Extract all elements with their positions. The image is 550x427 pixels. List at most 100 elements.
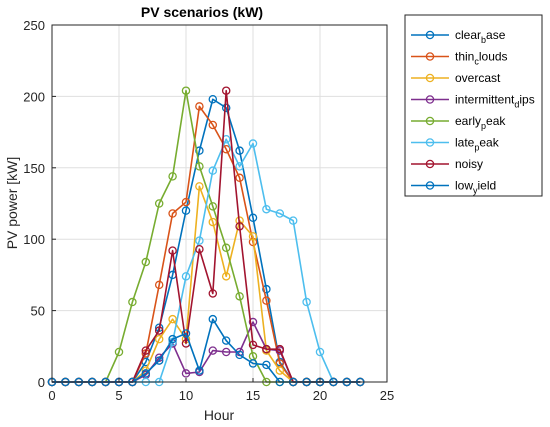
data-point — [168, 209, 177, 218]
y-tick-label: 250 — [23, 18, 45, 33]
data-point — [221, 86, 231, 95]
legend-item: thinclouds — [411, 50, 508, 67]
data-point — [154, 199, 164, 208]
x-tick-label: 15 — [246, 388, 260, 403]
data-point — [262, 204, 271, 214]
legend-item: lowyield — [411, 179, 496, 196]
y-tick-label: 0 — [38, 375, 45, 390]
data-point — [248, 213, 258, 223]
legend-item: overcast — [411, 71, 501, 85]
legend-label: earlypeak — [455, 114, 506, 131]
data-point — [181, 206, 191, 215]
data-point — [128, 297, 137, 307]
data-point — [221, 272, 231, 281]
data-point — [154, 356, 164, 365]
data-point — [141, 257, 151, 267]
plot-frame — [51, 24, 388, 383]
x-tick-label: 25 — [380, 388, 394, 403]
data-point — [154, 326, 164, 335]
legend-item: intermittentdips — [411, 93, 535, 110]
legend-marker — [425, 116, 435, 126]
data-point — [195, 366, 204, 375]
legend-item: noisy — [411, 157, 483, 171]
y-tick-label: 50 — [31, 304, 45, 319]
data-point — [221, 103, 231, 113]
data-point — [208, 217, 218, 227]
data-point — [168, 246, 177, 255]
data-point — [168, 314, 177, 324]
x-tick-label: 10 — [179, 388, 193, 403]
y-axis-label: PV power [kW] — [4, 157, 20, 250]
data-point — [262, 344, 271, 354]
data-point — [141, 369, 151, 378]
legend-label: intermittentdips — [455, 93, 535, 110]
data-point — [181, 329, 191, 338]
data-point — [235, 146, 244, 155]
data-point — [248, 139, 258, 148]
x-tick-label: 5 — [115, 388, 122, 403]
y-tick-label: 200 — [23, 89, 45, 104]
legend-item: earlypeak — [411, 114, 506, 131]
data-point — [181, 86, 191, 95]
data-point — [235, 173, 244, 183]
data-point — [208, 346, 218, 355]
data-point — [195, 162, 204, 171]
data-point — [208, 120, 218, 130]
data-point — [221, 243, 231, 253]
legend-label: clearbase — [455, 28, 506, 45]
chart-title: PV scenarios (kW) — [141, 4, 263, 20]
y-tick-label: 150 — [23, 161, 45, 176]
data-point — [154, 280, 164, 290]
legend-item: clearbase — [411, 28, 506, 45]
data-point — [208, 314, 218, 324]
data-point — [248, 340, 258, 350]
data-point — [208, 202, 218, 211]
data-point — [221, 347, 231, 357]
data-point — [195, 146, 204, 155]
data-point — [262, 284, 271, 294]
data-point — [195, 236, 204, 245]
data-point — [315, 347, 325, 357]
data-point — [275, 366, 285, 375]
legend-marker — [425, 30, 435, 40]
legend-label: noisy — [455, 157, 483, 171]
data-point — [235, 162, 244, 171]
data-point — [221, 336, 231, 345]
data-point — [208, 289, 218, 298]
data-point — [181, 197, 191, 207]
data-point — [235, 222, 244, 231]
data-point — [168, 172, 177, 181]
data-point — [288, 216, 298, 225]
legend-marker — [425, 181, 435, 190]
x-tick-label: 20 — [313, 388, 327, 403]
y-tick-label: 100 — [23, 232, 45, 247]
data-point — [262, 296, 271, 305]
legend-label: thinclouds — [455, 50, 508, 67]
data-point — [195, 102, 204, 111]
data-point — [275, 344, 285, 354]
legend-marker — [425, 52, 435, 61]
legend-label: lowyield — [455, 179, 496, 196]
data-point — [235, 292, 244, 301]
data-point — [262, 360, 271, 370]
legend-marker — [425, 73, 435, 83]
data-point — [208, 166, 218, 175]
data-point — [302, 297, 311, 307]
data-point — [181, 369, 191, 378]
data-point — [181, 272, 191, 281]
data-point — [248, 232, 258, 241]
x-tick-label: 0 — [48, 388, 55, 403]
data-point — [195, 182, 204, 191]
legend-label: latepeak — [455, 136, 500, 153]
data-point — [141, 346, 151, 355]
legend: clearbase thinclouds overcast intermittentd… — [404, 14, 543, 197]
data-point — [114, 347, 124, 357]
data-point — [248, 359, 258, 368]
data-point — [168, 334, 177, 344]
data-point — [208, 95, 218, 104]
data-point — [235, 350, 244, 360]
x-axis-label: Hour — [204, 407, 235, 423]
legend-box — [404, 14, 543, 197]
